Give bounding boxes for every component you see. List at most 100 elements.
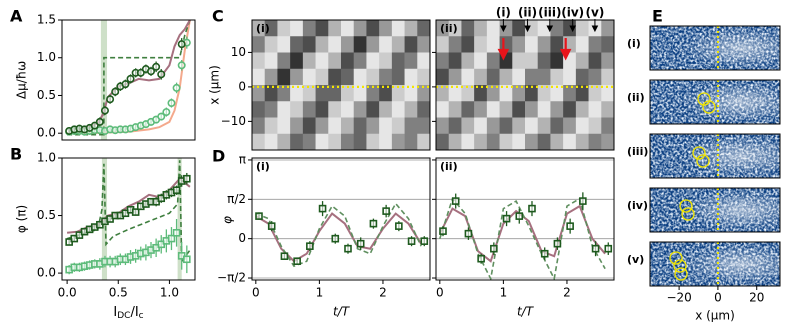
heat-cell <box>290 20 304 37</box>
y-axis-label: Δμ/ħω <box>15 61 29 99</box>
heat-cell <box>353 133 367 151</box>
x-axis-label: IDC/Ic <box>113 305 143 321</box>
x-tick-label: 0.5 <box>109 286 128 300</box>
heat-cell <box>499 117 513 135</box>
annotation: (i) <box>496 6 511 20</box>
heat-cell <box>341 85 355 102</box>
heat-cell <box>499 85 513 102</box>
marker <box>126 74 135 83</box>
heat-cell <box>575 52 589 70</box>
marker <box>579 197 587 205</box>
marker <box>183 174 191 183</box>
heat-cell <box>302 52 316 70</box>
image-frame <box>649 187 781 233</box>
marker <box>451 197 460 205</box>
subpanel-label: (iii) <box>627 145 648 158</box>
heat-cell <box>512 85 526 102</box>
marker <box>540 249 549 258</box>
heat-cell <box>353 52 367 70</box>
axes-frame <box>435 157 615 281</box>
y-tick-label: −π/2 <box>217 271 246 285</box>
heat-cell <box>525 36 539 53</box>
heat-cell <box>512 20 526 37</box>
shaded-span <box>177 158 182 280</box>
heat-cell <box>448 68 462 86</box>
marker <box>90 121 99 130</box>
y-tick-label: 0.5 <box>37 208 56 222</box>
annotation: (iv) <box>561 6 584 20</box>
heat-cell <box>474 101 488 118</box>
marker <box>344 244 352 253</box>
heat-cell <box>486 68 500 86</box>
heat-cell <box>404 20 418 37</box>
heat-cell <box>601 52 615 70</box>
image-frame <box>649 25 781 71</box>
image-glow <box>650 134 780 178</box>
marker <box>604 244 613 253</box>
marker <box>147 67 156 76</box>
heat-cell <box>391 68 405 86</box>
heat-cell <box>550 85 564 102</box>
marker <box>528 204 536 213</box>
heat-cell <box>448 133 462 151</box>
x-axis-label: x (μm) <box>695 309 735 323</box>
image-frame <box>649 79 781 125</box>
heat-cell <box>264 85 278 102</box>
vortex-markers <box>669 92 716 281</box>
heat-cell <box>474 85 488 102</box>
heat-cell <box>575 117 589 135</box>
heat-cell <box>264 52 278 70</box>
plot-area <box>436 159 614 280</box>
subpanel-label: (ii) <box>440 22 458 35</box>
heat-cell <box>252 85 266 102</box>
marker <box>490 244 498 253</box>
heat-cell <box>277 68 291 86</box>
heat-cell <box>302 68 316 86</box>
x-axis-label-part: c <box>139 311 144 321</box>
heat-cell <box>379 20 393 37</box>
subpanel-label: (ii) <box>627 91 645 104</box>
heat-cell <box>499 133 513 151</box>
heat-cell <box>575 68 589 86</box>
x-tick-label: 1 <box>500 286 508 300</box>
x-axis-label: t/T <box>517 305 535 319</box>
heat-cell <box>575 85 589 102</box>
heat-cell <box>302 85 316 102</box>
heat-cell <box>264 101 278 118</box>
heat-cell <box>391 36 405 53</box>
heat-cell <box>417 52 431 70</box>
heat-cell <box>537 68 551 86</box>
heat-cell <box>379 85 393 102</box>
heat-cell <box>588 68 602 86</box>
heat-cell <box>290 85 304 102</box>
heat-cell <box>512 36 526 53</box>
heat-cell <box>379 36 393 53</box>
heat-cell <box>512 117 526 135</box>
heat-cell <box>550 133 564 151</box>
heat-cell <box>499 20 513 37</box>
heat-cell <box>486 101 500 118</box>
marker <box>157 70 166 79</box>
plot-area <box>252 159 430 279</box>
heat-cell <box>588 117 602 135</box>
axes-frame <box>61 19 196 141</box>
heat-cell <box>417 133 431 151</box>
heat-cell <box>315 68 329 86</box>
heat-cell <box>436 133 450 151</box>
y-tick-label: 0.0 <box>37 126 56 140</box>
heat-cell <box>448 20 462 37</box>
heat-cell <box>341 101 355 118</box>
heat-cell <box>417 20 431 37</box>
x-tick-label: 1.0 <box>160 286 179 300</box>
heat-cell <box>461 101 475 118</box>
heat-cell <box>537 133 551 151</box>
heat-cell <box>436 36 450 53</box>
heat-cell <box>525 20 539 37</box>
heat-cell <box>315 36 329 53</box>
heat-cell <box>264 117 278 135</box>
heat-cell <box>417 117 431 135</box>
y-axis-label: φ (π) <box>15 205 29 233</box>
heat-cell <box>353 85 367 102</box>
heat-cell <box>252 36 266 53</box>
